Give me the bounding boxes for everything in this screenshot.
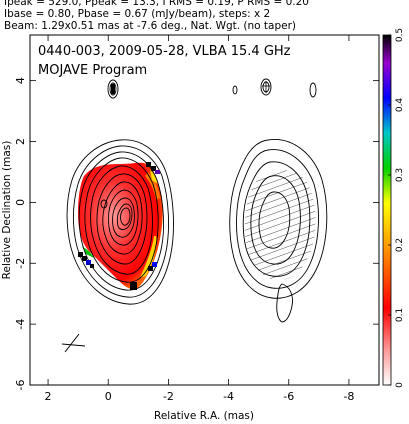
- colorbar-tick-label: 0.5: [395, 28, 405, 42]
- y-tick-label: 4: [14, 77, 27, 84]
- x-axis-label: Relative R.A. (mas): [154, 410, 254, 422]
- x-axis: 2 0 -2 -4 -6 -8: [45, 35, 354, 403]
- header-stats-line: Ipeak = 529.0, Ppeak = 13.3, I RMS = 0.1…: [4, 0, 309, 8]
- colorbar: [382, 34, 392, 386]
- panel-subtitle: MOJAVE Program: [38, 63, 147, 78]
- fractional-polarization-map: [78, 162, 163, 290]
- colorbar-ticks: 0 0.1 0.2 0.3 0.4 0.5: [388, 28, 405, 388]
- plot-frame: [29, 34, 380, 386]
- colorbar-tick-label: 0.3: [395, 168, 405, 182]
- panel-title: 0440-003, 2009-05-28, VLBA 15.4 GHz: [38, 44, 291, 59]
- x-tick-label: -6: [283, 390, 294, 403]
- y-tick-label: 0: [14, 199, 27, 206]
- colorbar-tick-label: 0.2: [395, 238, 405, 252]
- restoring-beam: [61, 333, 86, 353]
- colorbar-tick-label: 0: [395, 382, 405, 388]
- y-tick-label: 2: [14, 138, 27, 145]
- header-beam-line: Beam: 1.29x0.51 mas at -7.6 deg., Nat. W…: [4, 20, 297, 32]
- colorbar-tick-label: 0.1: [395, 308, 405, 322]
- y-tick-label: -4: [14, 319, 27, 330]
- y-tick-label: -2: [14, 258, 27, 269]
- y-axis-label: Relative Declination (mas): [1, 141, 13, 280]
- x-tick-label: -8: [343, 390, 354, 403]
- polarized-intensity-contours: [229, 78, 328, 323]
- header-base-line: Ibase = 0.80, Pbase = 0.67 (mJy/beam), s…: [4, 8, 271, 20]
- x-tick-label: -2: [163, 390, 174, 403]
- y-axis: 4 2 0 -2 -4 -6: [14, 77, 379, 390]
- total-intensity-contours: [66, 79, 174, 305]
- colorbar-tick-label: 0.4: [395, 98, 405, 113]
- x-tick-label: -4: [223, 390, 234, 403]
- x-tick-label: 2: [45, 390, 52, 403]
- x-tick-label: 0: [105, 390, 112, 403]
- y-tick-label: -6: [14, 380, 27, 391]
